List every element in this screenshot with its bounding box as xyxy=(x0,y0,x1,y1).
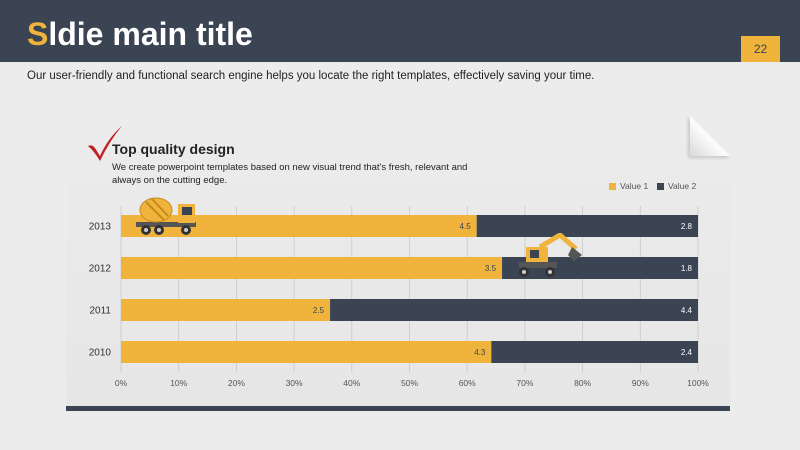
bar-segment-value-2 xyxy=(330,299,698,321)
cement-mixer-truck-icon xyxy=(136,197,196,235)
bar-segment-value-2 xyxy=(491,341,698,363)
card-bottom-bar xyxy=(66,406,730,411)
x-tick-label: 40% xyxy=(343,378,360,388)
category-label: 2012 xyxy=(89,264,112,275)
data-label: 1.8 xyxy=(681,264,693,273)
legend-label-value-2: Value 2 xyxy=(668,181,697,191)
slide-title-first-letter: S xyxy=(27,16,49,52)
legend-swatch-value-1 xyxy=(609,183,616,191)
slide-subtitle: Our user-friendly and functional search … xyxy=(27,70,595,82)
x-tick-label: 80% xyxy=(574,378,591,388)
legend-label-value-1: Value 1 xyxy=(620,181,649,191)
data-label: 2.8 xyxy=(681,222,693,231)
data-label: 4.4 xyxy=(681,306,693,315)
card-description: We create powerpoint templates based on … xyxy=(112,162,468,186)
slide-title: Sldie main title xyxy=(27,14,253,54)
x-tick-label: 10% xyxy=(170,378,187,388)
x-tick-label: 70% xyxy=(516,378,533,388)
category-label: 2013 xyxy=(89,222,112,233)
x-tick-label: 30% xyxy=(286,378,303,388)
bar-segment-value-1 xyxy=(121,215,477,237)
category-label: 2011 xyxy=(89,306,111,317)
data-label: 2.5 xyxy=(313,306,325,315)
data-label: 2.4 xyxy=(681,348,693,357)
excavator-icon xyxy=(519,233,582,277)
x-tick-label: 60% xyxy=(459,378,476,388)
legend-item-value-1: Value 1 xyxy=(609,181,648,191)
card-heading: Top quality design xyxy=(112,141,235,157)
x-tick-label: 50% xyxy=(401,378,418,388)
x-tick-label: 100% xyxy=(687,378,709,388)
page-number-badge: 22 xyxy=(741,36,780,62)
checkmark-icon xyxy=(88,126,122,161)
bar-segment-value-1 xyxy=(121,299,331,321)
bar-segment-value-1 xyxy=(121,341,492,363)
x-tick-label: 0% xyxy=(115,378,128,388)
data-label: 4.5 xyxy=(460,222,472,231)
page-curl-icon xyxy=(690,116,730,156)
data-label: 4.3 xyxy=(474,348,486,357)
x-tick-label: 90% xyxy=(632,378,649,388)
legend-swatch-value-2 xyxy=(657,183,664,191)
legend-item-value-2: Value 2 xyxy=(657,181,696,191)
bar-segment-value-1 xyxy=(121,257,503,279)
category-label: 2010 xyxy=(89,348,112,359)
header-bar xyxy=(0,0,800,62)
slide-title-rest: ldie main title xyxy=(48,16,253,52)
data-label: 3.5 xyxy=(485,264,497,273)
bar-segment-value-2 xyxy=(476,215,698,237)
x-tick-label: 20% xyxy=(228,378,245,388)
